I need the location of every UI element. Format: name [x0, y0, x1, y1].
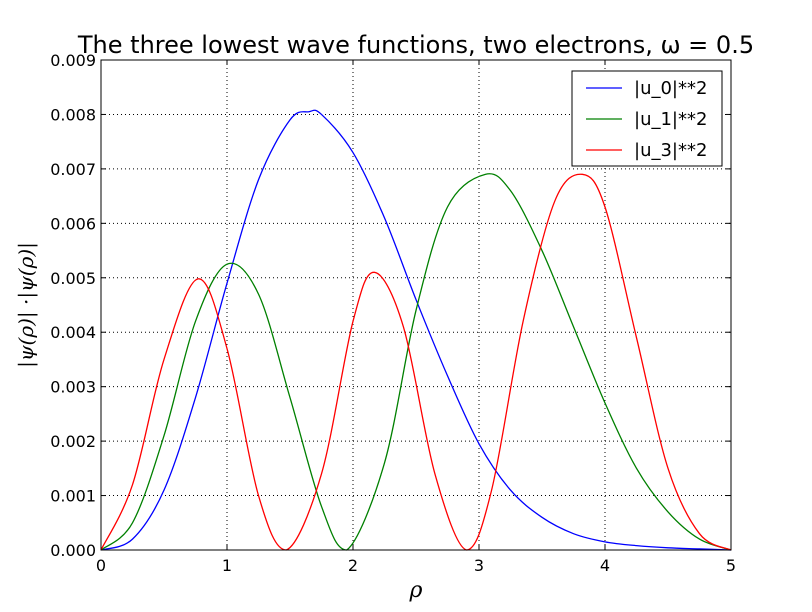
x-tick-label: 0: [96, 556, 106, 575]
series-line-1: [100, 109, 732, 551]
axis-ticks: [100, 59, 732, 551]
x-tick-label: 3: [474, 556, 484, 575]
y-tick-label: 0.007: [50, 160, 96, 179]
series-lines: [100, 109, 732, 551]
y-tick-label: 0.004: [50, 323, 96, 342]
legend: |u_0|**2 |u_1|**2 |u_3|**2: [571, 70, 723, 167]
y-tick-labels: 0.000 0.001 0.002 0.003 0.004 0.005 0.006 0.007…: [50, 51, 96, 560]
plot-frame: [100, 59, 732, 551]
x-tick-label: 1: [222, 556, 232, 575]
y-tick-label: 0.008: [50, 105, 96, 124]
series-line-2: [100, 173, 732, 551]
legend-label-3: |u_3|**2: [634, 140, 707, 161]
y-axis-label: |ψ(ρ)| ·|ψ(ρ)|: [14, 242, 39, 368]
y-tick-label: 0.002: [50, 432, 96, 451]
x-tick-label: 4: [600, 556, 610, 575]
y-tick-label: 0.006: [50, 214, 96, 233]
x-axis-label: ρ: [409, 578, 423, 603]
x-tick-label: 5: [726, 556, 736, 575]
legend-label-1: |u_0|**2: [634, 78, 707, 99]
legend-label-2: |u_1|**2: [634, 109, 707, 130]
y-tick-label: 0.003: [50, 378, 96, 397]
series-line-3: [100, 173, 732, 551]
x-tick-labels: 0 1 2 3 4 5: [96, 556, 736, 575]
x-tick-label: 2: [348, 556, 358, 575]
y-tick-label: 0.001: [50, 487, 96, 506]
y-tick-label: 0.000: [50, 541, 96, 560]
grid-lines: [101, 60, 731, 550]
y-tick-label: 0.009: [50, 51, 96, 70]
chart-title: The three lowest wave functions, two ele…: [77, 31, 754, 59]
y-tick-label: 0.005: [50, 269, 96, 288]
